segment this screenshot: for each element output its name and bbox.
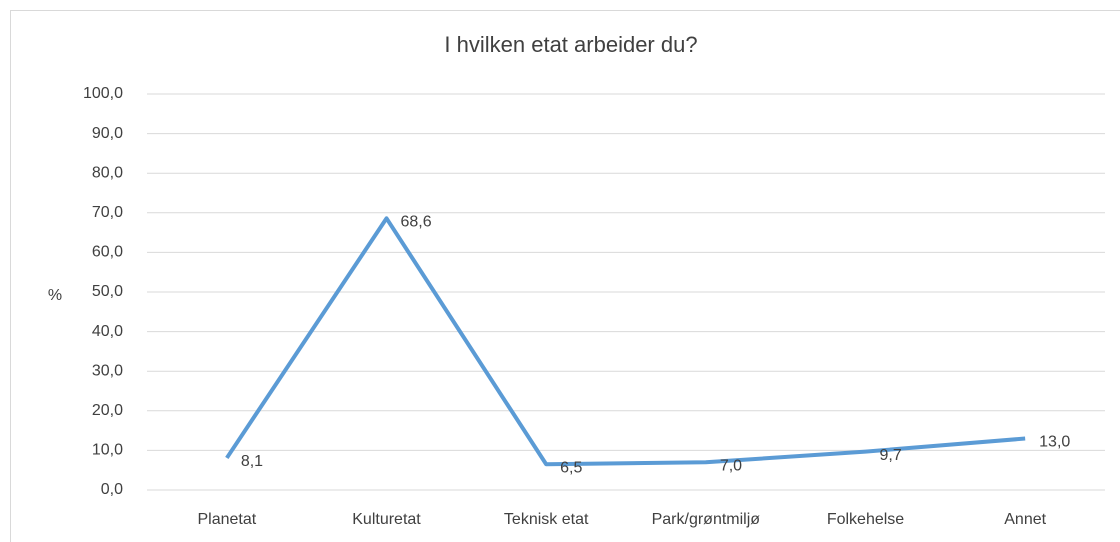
x-tick-label: Folkehelse: [827, 511, 904, 528]
x-tick-label: Annet: [1004, 511, 1046, 528]
y-tick-label: 50,0: [92, 283, 123, 300]
y-axis-label: %: [48, 287, 62, 304]
y-tick-label: 20,0: [92, 402, 123, 419]
y-tick-label: 70,0: [92, 204, 123, 221]
x-tick-label: Teknisk etat: [504, 511, 589, 528]
data-label: 9,7: [880, 447, 902, 464]
data-label: 7,0: [720, 457, 742, 474]
data-label: 8,1: [241, 453, 263, 470]
y-tick-label: 40,0: [92, 323, 123, 340]
data-line: [225, 216, 1026, 467]
y-tick-label: 10,0: [92, 442, 123, 459]
y-tick-label: 90,0: [92, 125, 123, 142]
x-tick-label: Park/grøntmiljø: [652, 511, 761, 528]
y-tick-label: 30,0: [92, 362, 123, 379]
chart-title: I hvilken etat arbeider du?: [444, 32, 697, 57]
x-tick-label: Planetat: [197, 511, 256, 528]
y-tick-label: 100,0: [83, 85, 123, 102]
y-tick-label: 0,0: [101, 481, 123, 498]
data-label: 68,6: [401, 214, 432, 231]
y-tick-label: 80,0: [92, 164, 123, 181]
chart-frame: [10, 10, 1120, 542]
data-label: 13,0: [1039, 434, 1070, 451]
data-label: 6,5: [560, 459, 582, 476]
y-tick-label: 60,0: [92, 244, 123, 261]
x-tick-label: Kulturetat: [352, 511, 421, 528]
